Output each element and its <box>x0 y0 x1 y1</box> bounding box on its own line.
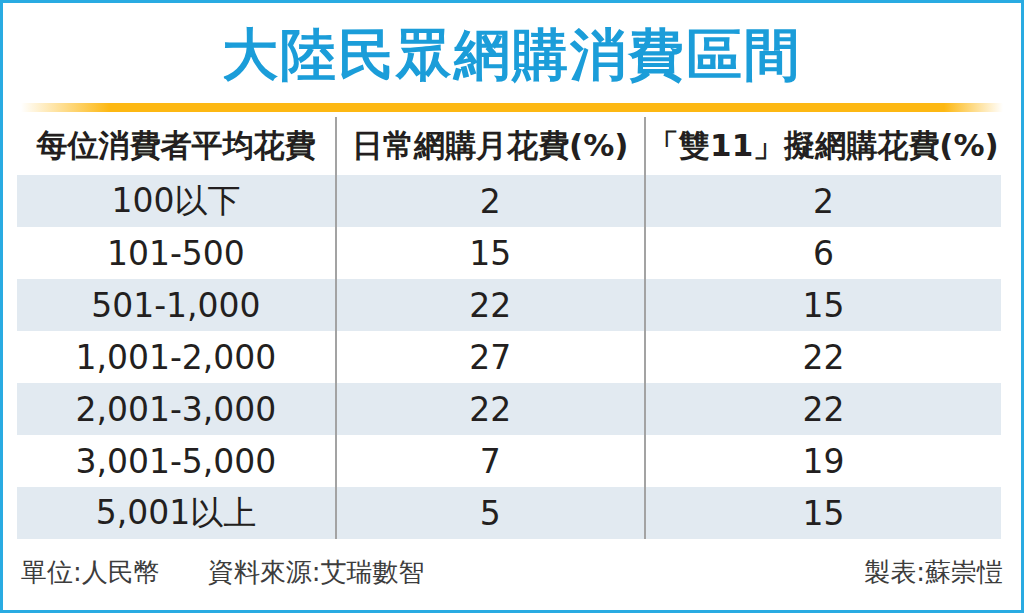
source-note: 資料來源:艾瑞數智 <box>208 555 425 590</box>
consumption-table: 每位消費者平均花費 日常網購月花費(%) 「雙11」擬網購花費(%) 100以下… <box>17 117 1001 539</box>
table-header-row: 每位消費者平均花費 日常網購月花費(%) 「雙11」擬網購花費(%) <box>17 117 1001 175</box>
infographic-frame: 大陸民眾網購消費區間 每位消費者平均花費 日常網購月花費(%) 「雙11」擬網購… <box>0 0 1024 613</box>
cell-monthly-online-pct: 22 <box>336 279 645 331</box>
cell-double11-pct: 15 <box>645 279 1001 331</box>
col-header-spend-range: 每位消費者平均花費 <box>17 117 336 175</box>
cell-double11-pct: 6 <box>645 227 1001 279</box>
col-header-monthly-online-pct: 日常網購月花費(%) <box>336 117 645 175</box>
credit-note: 製表:蘇崇愷 <box>864 555 1003 590</box>
cell-spend-range: 100以下 <box>17 175 336 227</box>
unit-note: 單位:人民幣 <box>21 555 160 590</box>
cell-spend-range: 2,001-3,000 <box>17 383 336 435</box>
page-title: 大陸民眾網購消費區間 <box>3 3 1021 103</box>
table-row: 501-1,0002215 <box>17 279 1001 331</box>
table-body: 100以下22101-500156501-1,00022151,001-2,00… <box>17 175 1001 539</box>
cell-spend-range: 501-1,000 <box>17 279 336 331</box>
cell-double11-pct: 22 <box>645 331 1001 383</box>
cell-monthly-online-pct: 7 <box>336 435 645 487</box>
cell-spend-range: 101-500 <box>17 227 336 279</box>
cell-monthly-online-pct: 15 <box>336 227 645 279</box>
table-row: 1,001-2,0002722 <box>17 331 1001 383</box>
cell-double11-pct: 15 <box>645 487 1001 539</box>
table-row: 101-500156 <box>17 227 1001 279</box>
col-header-double11-pct: 「雙11」擬網購花費(%) <box>645 117 1001 175</box>
table-row: 5,001以上515 <box>17 487 1001 539</box>
cell-double11-pct: 22 <box>645 383 1001 435</box>
table-row: 2,001-3,0002222 <box>17 383 1001 435</box>
cell-spend-range: 3,001-5,000 <box>17 435 336 487</box>
footer: 單位:人民幣 資料來源:艾瑞數智 製表:蘇崇愷 <box>3 539 1021 590</box>
title-underline-bar <box>21 103 1003 112</box>
table-row: 3,001-5,000719 <box>17 435 1001 487</box>
cell-monthly-online-pct: 22 <box>336 383 645 435</box>
cell-spend-range: 1,001-2,000 <box>17 331 336 383</box>
table-row: 100以下22 <box>17 175 1001 227</box>
cell-monthly-online-pct: 2 <box>336 175 645 227</box>
cell-monthly-online-pct: 5 <box>336 487 645 539</box>
cell-double11-pct: 19 <box>645 435 1001 487</box>
footer-left-notes: 單位:人民幣 資料來源:艾瑞數智 <box>21 555 425 590</box>
cell-spend-range: 5,001以上 <box>17 487 336 539</box>
cell-double11-pct: 2 <box>645 175 1001 227</box>
cell-monthly-online-pct: 27 <box>336 331 645 383</box>
